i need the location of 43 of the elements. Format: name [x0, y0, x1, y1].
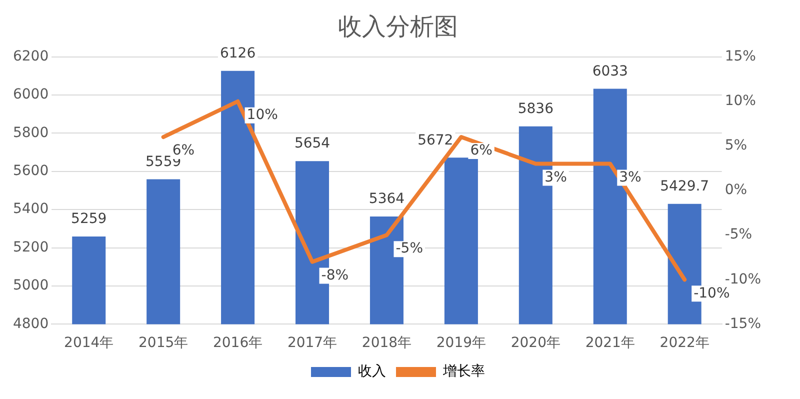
y-tick-label: 6000 — [12, 86, 49, 103]
data-label: 5259 — [71, 211, 107, 228]
data-label: 5836 — [518, 100, 554, 117]
x-tick-label: 2018年 — [362, 335, 412, 352]
data-label: -8% — [321, 267, 349, 284]
data-label: 5364 — [368, 191, 405, 208]
data-label: 6126 — [220, 46, 256, 62]
data-label: 5429.7 — [660, 178, 710, 195]
y2-tick-label: -10% — [724, 271, 762, 288]
y-tick-label: 5000 — [12, 278, 49, 294]
y-tick-label: 5600 — [12, 163, 49, 180]
y-tick-label: 6200 — [12, 48, 49, 64]
data-label: 6033 — [592, 63, 628, 80]
data-label: 5672 — [418, 132, 454, 148]
y-tick-label: 5800 — [12, 124, 49, 141]
data-label: -10% — [694, 285, 730, 302]
y2-tick-label: -15% — [724, 316, 762, 332]
data-label: 6% — [172, 142, 195, 159]
x-tick-label: 2017年 — [287, 335, 338, 352]
y-tick-label: 4800 — [12, 316, 49, 332]
x-tick-label: 2014年 — [64, 335, 114, 352]
y2-tick-label: 15% — [724, 48, 756, 64]
data-label: 3% — [619, 169, 642, 186]
x-tick-label: 2021年 — [585, 335, 635, 352]
legend-label: 增长率 — [442, 364, 485, 380]
y-tick-label: 5400 — [12, 201, 49, 218]
y2-tick-label: 10% — [724, 93, 756, 110]
data-label: -5% — [396, 240, 423, 257]
legend-label: 收入 — [358, 364, 386, 380]
data-label: 3% — [544, 169, 567, 186]
y-tick-label: 5200 — [12, 239, 49, 256]
x-tick-label: 2015年 — [138, 335, 188, 352]
x-tick-label: 2019年 — [436, 335, 486, 352]
chart-title: 收入分析图 — [338, 12, 458, 41]
y2-tick-label: -5% — [724, 226, 752, 243]
data-label: 5654 — [294, 136, 330, 152]
y2-tick-label: 5% — [724, 138, 748, 154]
x-tick-label: 2016年 — [212, 335, 263, 352]
y2-tick-label: 0% — [724, 182, 748, 198]
x-tick-label: 2020年 — [510, 335, 560, 352]
data-label: 10% — [246, 107, 278, 124]
data-label: 6% — [470, 142, 492, 159]
x-tick-label: 2022年 — [660, 335, 710, 352]
